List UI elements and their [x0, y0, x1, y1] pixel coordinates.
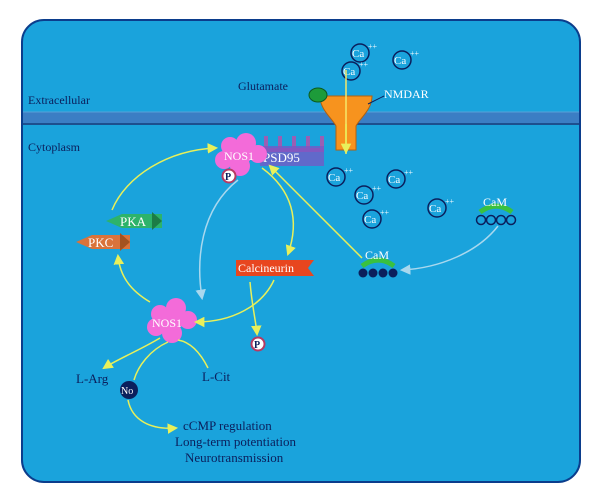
arrow-pka-to-nos1-top: [111, 143, 219, 211]
svg-text:P: P: [254, 340, 260, 351]
ca-ion: Ca ++: [350, 42, 378, 63]
arrow-nos1-to-no: [133, 341, 169, 381]
label-psd95: PSD95: [263, 150, 300, 165]
ca-ion: Ca ++: [427, 197, 455, 218]
svg-text:++: ++: [344, 166, 354, 175]
arrow-calcineurin-to-nos1-bottom: [193, 279, 275, 328]
ca-ion: Ca ++: [386, 168, 414, 189]
arrow-calcineurin-to-phosphate: [249, 281, 262, 337]
membrane-band: [23, 112, 579, 124]
label-nos1-bottom: NOS1: [152, 316, 182, 330]
phosphate-released: P: [250, 336, 266, 352]
calcineurin-phosphatase: [236, 260, 314, 276]
cam-free: CaM: [475, 195, 517, 226]
svg-text:++: ++: [380, 208, 390, 217]
label-cam-bound: CaM: [365, 248, 389, 262]
svg-text:Ca: Ca: [356, 190, 368, 202]
svg-text:++: ++: [410, 49, 420, 58]
label-pka: PKA: [120, 214, 147, 229]
svg-text:++: ++: [368, 42, 378, 51]
svg-text:P: P: [225, 172, 231, 183]
label-calcineurin: Calcineurin: [238, 261, 294, 275]
arrow-cam-activation: [399, 225, 499, 275]
svg-text:Ca: Ca: [352, 48, 364, 60]
cell-background: [21, 19, 581, 483]
label-pkc: PKC: [88, 235, 113, 250]
arrow-no-to-outcomes: [127, 399, 179, 434]
arrow-cam-to-nos1: [268, 164, 363, 259]
svg-text:Ca: Ca: [388, 174, 400, 186]
label-cam-free: CaM: [483, 195, 507, 209]
nos1-enzyme-top: NOS1: [215, 133, 267, 176]
svg-text:Ca: Ca: [343, 66, 355, 78]
svg-text:No: No: [121, 386, 133, 397]
cam-bound: CaM: [358, 248, 398, 278]
svg-text:++: ++: [445, 197, 455, 206]
arrow-nos1-to-l-arg: [102, 337, 161, 370]
arrow-nos1-bottom-to-pkc: [113, 253, 151, 303]
nmdar-pointer: [367, 95, 385, 105]
phosphate-top: P: [221, 168, 237, 184]
label-l-arg: L-Arg: [76, 371, 109, 386]
outcome-neurotransmission: Neurotransmission: [185, 450, 284, 465]
pkc-kinase: [76, 235, 130, 249]
svg-text:++: ++: [359, 60, 369, 69]
ca-ion: Ca ++: [392, 49, 420, 70]
svg-text:++: ++: [404, 168, 414, 177]
svg-text:Ca: Ca: [394, 55, 406, 67]
pkc-tail: [120, 233, 130, 251]
label-glutamate: Glutamate: [238, 79, 288, 93]
label-extracellular: Extracellular: [28, 93, 90, 107]
ca-ion: Ca ++: [326, 166, 354, 187]
outcome-ccmp-regulation: cCMP regulation: [183, 418, 272, 433]
pka-tail: [152, 212, 162, 230]
svg-text:Ca: Ca: [328, 172, 340, 184]
line-l-cit-to-nos1: [177, 339, 209, 369]
nos1-enzyme-bottom: NOS1: [147, 298, 197, 343]
glutamate-molecule: [308, 87, 328, 103]
psd95-body: [260, 146, 324, 166]
arrow-nos1-top-to-bottom: [195, 179, 239, 301]
ca-ion: Ca ++: [354, 184, 382, 205]
label-nmdar: NMDAR: [384, 87, 429, 101]
label-nos1-top: NOS1: [224, 149, 254, 163]
svg-text:Ca: Ca: [429, 203, 441, 215]
outcome-long-term-potentiation: Long-term potentiation: [175, 434, 296, 449]
svg-text:Ca: Ca: [364, 214, 376, 226]
svg-text:++: ++: [372, 184, 382, 193]
no-molecule: No: [120, 381, 138, 399]
pka-kinase: [106, 214, 162, 228]
label-cytoplasm: Cytoplasm: [28, 140, 81, 154]
ca-ion: Ca ++: [362, 208, 390, 229]
label-l-cit: L-Cit: [202, 369, 231, 384]
